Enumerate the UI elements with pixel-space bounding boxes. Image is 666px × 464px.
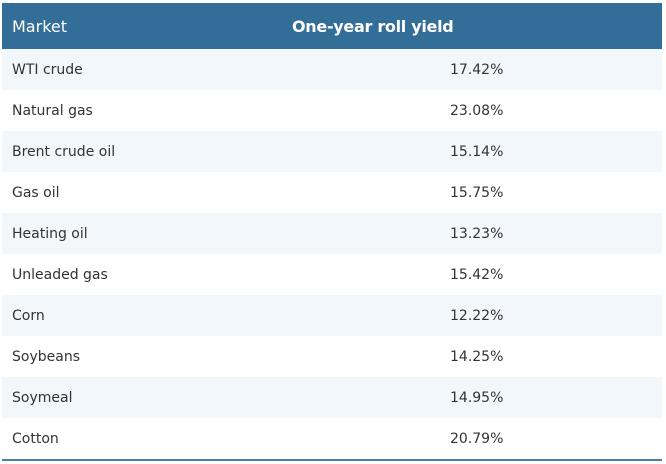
table-row: Unleaded gas 15.42% — [2, 254, 662, 295]
cell-yield: 14.25% — [450, 348, 504, 365]
cell-yield: 15.14% — [450, 143, 504, 160]
cell-market: Brent crude oil — [12, 143, 116, 160]
cell-market: Soymeal — [12, 389, 73, 406]
cell-market: WTI crude — [12, 61, 83, 78]
cell-market: Unleaded gas — [12, 266, 108, 283]
table-header: Market One-year roll yield — [2, 3, 662, 49]
cell-yield: 14.95% — [450, 389, 504, 406]
table-row: Heating oil 13.23% — [2, 213, 662, 254]
table-row: Corn 12.22% — [2, 295, 662, 336]
table-row: Brent crude oil 15.14% — [2, 131, 662, 172]
cell-yield: 13.23% — [450, 225, 504, 242]
cell-yield: 12.22% — [450, 307, 504, 324]
table-row: Gas oil 15.75% — [2, 172, 662, 213]
cell-yield: 15.42% — [450, 266, 504, 283]
cell-yield: 17.42% — [450, 61, 504, 78]
cell-market: Heating oil — [12, 225, 88, 242]
header-yield: One-year roll yield — [292, 16, 454, 36]
roll-yield-table: Market One-year roll yield WTI crude 17.… — [2, 3, 662, 461]
table-row: WTI crude 17.42% — [2, 49, 662, 90]
cell-market: Cotton — [12, 430, 59, 447]
header-market: Market — [12, 16, 67, 36]
cell-market: Corn — [12, 307, 45, 324]
cell-yield: 23.08% — [450, 102, 504, 119]
cell-yield: 20.79% — [450, 430, 504, 447]
cell-market: Natural gas — [12, 102, 93, 119]
table-row: Cotton 20.79% — [2, 418, 662, 459]
table-row: Soymeal 14.95% — [2, 377, 662, 418]
cell-market: Soybeans — [12, 348, 80, 365]
table-body: WTI crude 17.42% Natural gas 23.08% Bren… — [2, 49, 662, 459]
cell-yield: 15.75% — [450, 184, 504, 201]
table-row: Soybeans 14.25% — [2, 336, 662, 377]
cell-market: Gas oil — [12, 184, 60, 201]
table-row: Natural gas 23.08% — [2, 90, 662, 131]
